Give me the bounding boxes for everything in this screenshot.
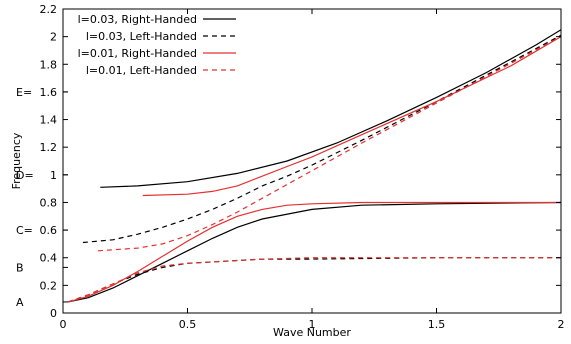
x-tick-label: 0.5 xyxy=(179,318,197,331)
x-tick-label: 1.5 xyxy=(428,318,446,331)
y-marker-label: A xyxy=(16,296,24,309)
y-marker-label: E= xyxy=(16,86,32,99)
y-tick-label: 1.4 xyxy=(40,114,58,127)
y-tick-label: 1.8 xyxy=(40,58,58,71)
legend: l=0.03, Right-Handed l=0.03, Left-Handed l… xyxy=(78,13,236,77)
y-tick-label: 1 xyxy=(50,169,57,182)
x-tick-label: 2 xyxy=(558,318,565,331)
series-line xyxy=(67,201,561,303)
y-tick-label: 2 xyxy=(50,31,57,44)
legend-label: l=0.03, Right-Handed xyxy=(78,13,197,26)
y-tick-label: 1.2 xyxy=(40,141,58,154)
x-tick-label: 1 xyxy=(309,318,316,331)
legend-label: l=0.03, Left-Handed xyxy=(86,30,197,43)
legend-label: l=0.01, Right-Handed xyxy=(78,47,197,60)
y-tick-label: 2.2 xyxy=(40,3,58,16)
plot-lines xyxy=(67,29,562,303)
series-line xyxy=(142,36,562,197)
y-tick-label: 0.2 xyxy=(40,279,58,292)
series-line xyxy=(67,257,561,303)
legend-label: l=0.01, Left-Handed xyxy=(86,64,197,77)
y-tick-label: 0 xyxy=(50,307,57,320)
y-tick-label: 1.6 xyxy=(40,86,58,99)
y-tick-label: 0.4 xyxy=(40,252,58,265)
y-marker-label: C= xyxy=(16,224,33,237)
y-tick-label: 0.8 xyxy=(40,196,58,209)
series-line xyxy=(67,201,562,303)
series-line xyxy=(67,257,561,303)
x-tick-label: 0 xyxy=(60,318,67,331)
y-marker-label: B xyxy=(16,261,24,274)
x-axis-label: Wave Number xyxy=(273,326,351,339)
y-axis-label: Frequency xyxy=(10,132,23,189)
axis-ticks: 0 0.5 1 1.5 2 0 0.2 0.4 0.6 0.8 1 1.2 1.4 1.6 1.8 2 2.2 A… xyxy=(16,3,565,331)
y-tick-label: 0.6 xyxy=(40,224,58,237)
series-line xyxy=(82,34,562,244)
series-line xyxy=(100,29,562,188)
y-marker-label: D= xyxy=(16,169,34,182)
